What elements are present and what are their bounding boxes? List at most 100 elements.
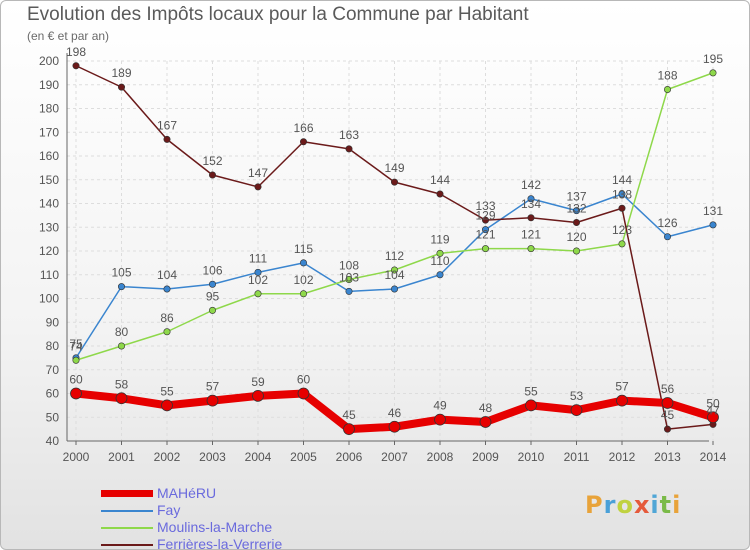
data-point: [570, 404, 583, 417]
data-label: 45: [661, 408, 675, 422]
data-point: [345, 287, 353, 295]
data-point: [663, 86, 671, 94]
y-tick-label: 70: [46, 363, 60, 377]
data-label: 142: [521, 178, 541, 192]
data-label: 121: [475, 228, 495, 242]
data-point: [390, 266, 398, 274]
data-point: [709, 221, 717, 229]
y-tick-label: 50: [46, 410, 60, 424]
data-label: 102: [248, 273, 268, 287]
data-point: [618, 190, 626, 198]
data-label: 102: [293, 273, 313, 287]
data-label: 46: [388, 406, 402, 420]
data-point: [434, 413, 446, 426]
x-tick-label: 2009: [472, 450, 499, 464]
data-label: 105: [111, 266, 131, 280]
data-point: [390, 285, 398, 293]
data-label: 80: [115, 325, 129, 339]
data-label: 121: [521, 228, 541, 242]
data-label: 163: [339, 128, 359, 142]
data-label: 137: [566, 190, 586, 204]
data-label: 58: [115, 377, 129, 391]
legend-swatch-fay: [101, 510, 153, 512]
data-label: 86: [160, 311, 174, 325]
data-point: [209, 306, 217, 314]
legend-label-fay: Fay: [157, 502, 181, 518]
y-tick-label: 200: [39, 54, 59, 68]
data-point: [254, 290, 262, 298]
legend-label-ferrieres: Ferrières-la-Verrerie: [157, 536, 283, 550]
data-label: 106: [202, 263, 222, 277]
data-point: [163, 135, 171, 143]
data-point: [345, 275, 353, 283]
data-point: [297, 387, 310, 400]
data-point: [345, 145, 353, 153]
chart-title: Evolution des Impôts locaux pour la Comm…: [27, 4, 529, 25]
data-point: [299, 290, 307, 298]
data-label: 112: [385, 249, 404, 263]
data-label: 189: [111, 66, 131, 80]
data-point: [299, 138, 307, 146]
x-tick-label: 2007: [381, 450, 408, 464]
data-point: [72, 356, 80, 364]
data-point: [163, 328, 171, 336]
data-point: [661, 397, 674, 409]
x-tick-label: 2011: [564, 450, 590, 464]
data-label: 119: [430, 232, 449, 246]
data-label: 138: [612, 187, 632, 201]
data-point: [618, 240, 626, 248]
legend-label-moulins: Moulins-la-Marche: [157, 519, 273, 535]
data-point: [436, 271, 444, 279]
data-label: 60: [69, 373, 83, 387]
data-label: 166: [293, 121, 313, 135]
y-tick-label: 80: [46, 339, 60, 353]
data-label: 60: [297, 373, 311, 387]
data-point: [436, 249, 444, 257]
data-label: 104: [384, 268, 404, 282]
data-point: [343, 423, 355, 436]
data-label: 144: [430, 173, 450, 187]
data-label: 134: [521, 197, 541, 211]
x-tick-label: 2000: [63, 450, 90, 464]
y-tick-label: 130: [39, 220, 59, 234]
y-tick-label: 110: [40, 268, 59, 282]
data-label: 111: [249, 251, 268, 265]
y-tick-label: 100: [39, 292, 59, 306]
data-point: [663, 425, 671, 433]
data-point: [254, 268, 262, 276]
data-point: [115, 392, 128, 405]
data-point: [481, 245, 489, 253]
data-point: [118, 83, 126, 91]
data-point: [481, 226, 489, 234]
data-point: [616, 394, 628, 407]
x-tick-label: 2012: [609, 450, 636, 464]
data-point: [572, 247, 580, 255]
data-label: 74: [69, 339, 83, 353]
data-point: [572, 207, 580, 215]
data-label: 48: [479, 401, 493, 415]
data-label: 115: [294, 242, 313, 256]
data-point: [388, 420, 401, 433]
legend-label-maheru: MAHéRU: [157, 485, 217, 501]
y-tick-label: 90: [46, 315, 60, 329]
x-tick-label: 2006: [336, 450, 363, 464]
data-point: [525, 399, 537, 412]
data-label: 104: [157, 268, 177, 282]
y-tick-label: 40: [46, 434, 60, 448]
data-label: 110: [430, 254, 449, 268]
data-point: [709, 69, 717, 77]
data-label: 129: [475, 209, 495, 223]
y-tick-label: 180: [39, 102, 59, 116]
data-label: 132: [566, 202, 586, 216]
data-label: 167: [157, 118, 177, 132]
data-label: 49: [433, 399, 447, 413]
legend-swatch-moulins: [101, 527, 153, 529]
x-tick-label: 2002: [154, 450, 181, 464]
data-label: 50: [706, 396, 720, 410]
data-point: [252, 389, 264, 402]
y-tick-label: 150: [39, 173, 59, 187]
data-point: [72, 62, 80, 70]
data-label: 147: [248, 166, 268, 180]
